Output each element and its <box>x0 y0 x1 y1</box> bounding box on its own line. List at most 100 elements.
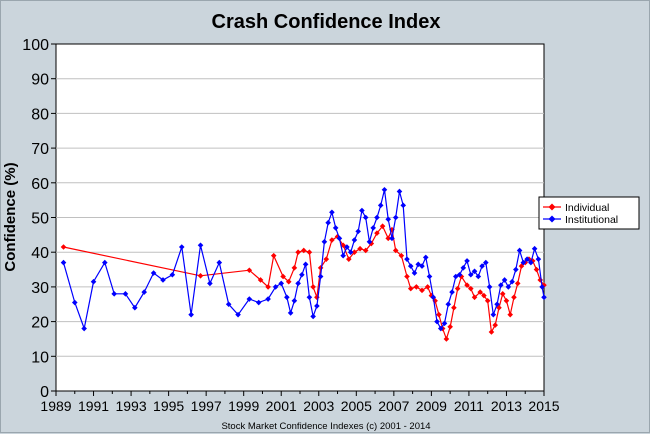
y-tick-label: 30 <box>31 280 49 297</box>
data-point <box>132 304 138 311</box>
data-point <box>336 235 343 242</box>
data-point <box>486 284 493 290</box>
data-point <box>454 285 461 292</box>
data-point <box>498 282 504 288</box>
chart-footer: Stock Market Confidence Indexes (c) 2001… <box>221 421 430 432</box>
y-tick-label: 40 <box>31 245 49 262</box>
data-point <box>329 209 335 216</box>
x-tick-label: 2009 <box>416 398 447 414</box>
data-point <box>541 282 547 288</box>
data-point <box>332 225 339 231</box>
data-point <box>520 259 527 266</box>
data-point <box>340 252 346 259</box>
data-point <box>447 324 453 330</box>
data-point <box>314 294 320 301</box>
data-point <box>398 252 405 259</box>
data-point <box>351 237 358 243</box>
series-line-institutional <box>62 189 545 331</box>
data-point <box>346 256 352 262</box>
data-point <box>102 259 108 266</box>
data-point <box>272 284 279 290</box>
data-point <box>246 267 253 274</box>
data-point <box>411 270 418 276</box>
data-point <box>509 278 515 285</box>
data-point <box>374 214 380 221</box>
data-point <box>81 325 87 332</box>
data-point <box>518 263 525 269</box>
data-point <box>413 284 420 290</box>
data-point <box>468 271 474 278</box>
data-point <box>396 188 403 195</box>
data-point <box>207 280 213 287</box>
data-point <box>445 301 452 308</box>
y-tick-label: 80 <box>31 106 49 123</box>
data-point <box>449 289 455 295</box>
data-point <box>464 282 470 288</box>
legend-box <box>538 196 640 230</box>
data-point <box>464 258 470 264</box>
series-institutional <box>60 186 547 332</box>
data-point <box>178 244 185 250</box>
data-point <box>197 242 204 249</box>
data-point <box>366 238 373 245</box>
y-tick-label: 50 <box>31 211 49 228</box>
data-point <box>265 284 271 290</box>
data-point <box>381 186 388 193</box>
data-point <box>516 247 523 254</box>
y-tick-label: 70 <box>31 141 49 158</box>
data-point <box>533 266 540 273</box>
plot-area: 0 10 20 30 40 50 60 70 80 90 100 1989 1991 1993 1995 19… <box>22 37 559 414</box>
data-point <box>422 254 429 261</box>
data-point <box>351 249 358 255</box>
data-point <box>481 292 487 299</box>
data-point <box>407 263 414 269</box>
data-point <box>169 271 176 278</box>
data-point <box>60 244 67 250</box>
data-point <box>362 247 369 254</box>
data-point <box>160 277 166 283</box>
data-point <box>475 273 482 280</box>
data-point <box>150 270 157 276</box>
data-point <box>471 268 478 275</box>
data-point <box>437 325 444 332</box>
chart-title: Crash Confidence Index <box>212 11 441 33</box>
data-point <box>389 235 395 242</box>
data-point <box>90 278 97 285</box>
data-point <box>484 297 491 304</box>
data-point <box>392 214 399 221</box>
data-point <box>451 304 457 311</box>
data-point <box>385 235 392 242</box>
legend-label-individual: Individual <box>565 202 609 214</box>
data-point <box>392 247 399 254</box>
data-point <box>379 223 386 229</box>
data-point <box>370 225 376 231</box>
data-point <box>287 310 294 316</box>
data-point <box>314 303 320 309</box>
data-point <box>340 242 346 249</box>
data-point <box>257 277 264 283</box>
data-point <box>404 256 410 262</box>
data-point <box>323 256 330 262</box>
data-point <box>246 296 253 302</box>
x-tick-label: 1997 <box>191 398 222 414</box>
data-point <box>291 297 298 304</box>
data-point <box>334 233 341 240</box>
data-point <box>270 252 277 259</box>
y-axis-label: Confidence (%) <box>2 162 19 271</box>
data-point <box>295 249 301 255</box>
data-point <box>426 273 433 280</box>
data-point <box>188 311 194 318</box>
data-point <box>368 240 375 247</box>
data-point <box>377 202 384 209</box>
data-point <box>197 272 204 279</box>
data-point <box>452 273 459 280</box>
data-point <box>443 336 450 342</box>
data-point <box>357 245 363 252</box>
x-tick-label: 1991 <box>78 398 109 414</box>
data-point <box>310 284 316 290</box>
x-tick-label: 1993 <box>115 398 146 414</box>
data-point <box>492 322 498 328</box>
data-point <box>71 299 78 306</box>
data-point <box>400 202 407 209</box>
